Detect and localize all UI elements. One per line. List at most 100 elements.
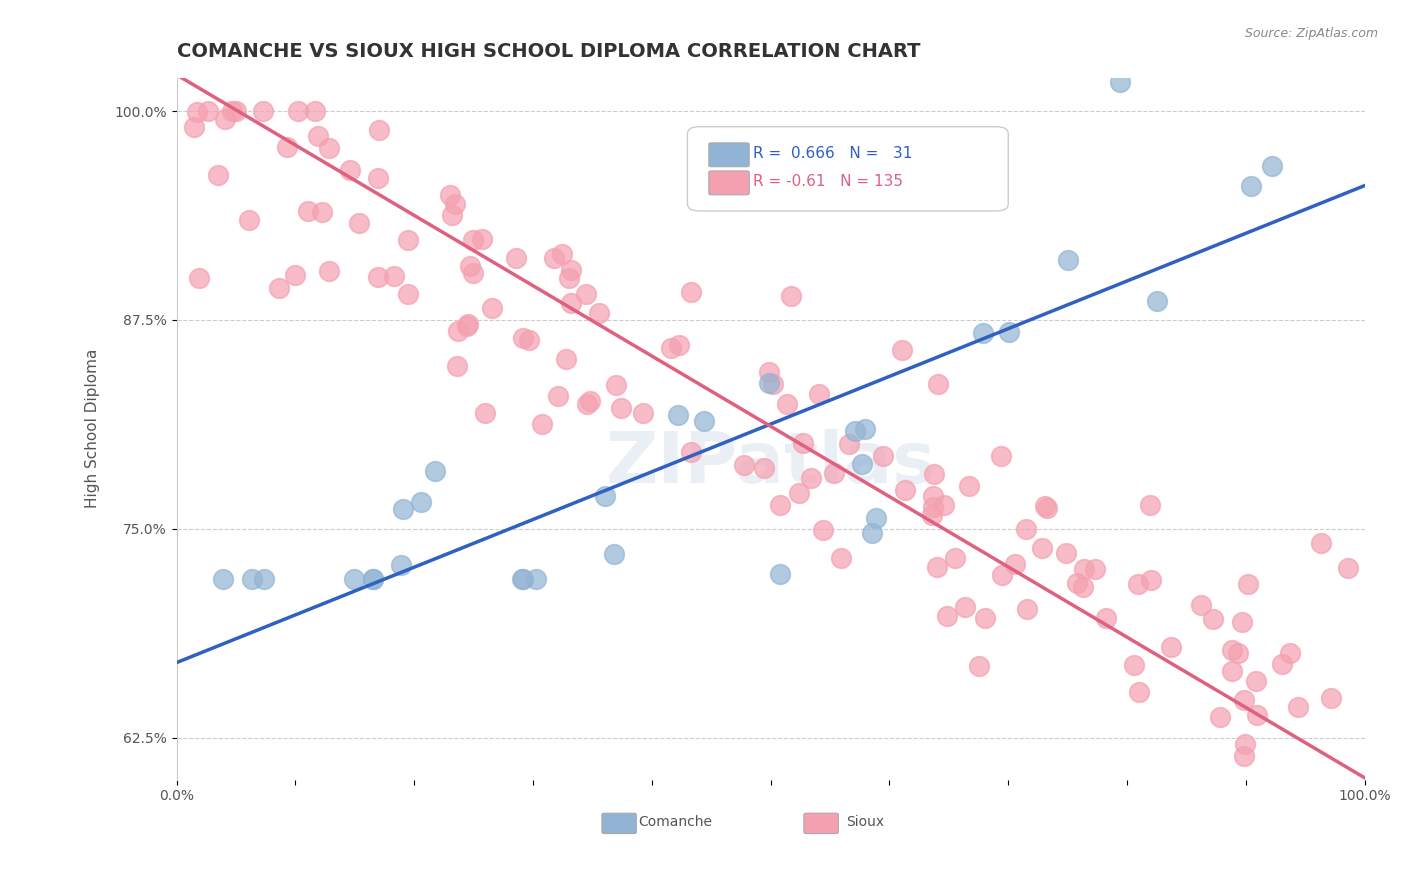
Point <box>318 141 340 155</box>
Point <box>1232 615 1254 629</box>
Point <box>1031 541 1053 555</box>
Point <box>471 232 494 246</box>
Point <box>967 658 990 673</box>
Point <box>865 511 887 525</box>
Point <box>1244 673 1267 688</box>
Point <box>1073 562 1095 576</box>
Point <box>287 103 309 118</box>
Point <box>792 436 814 450</box>
Point <box>1017 601 1039 615</box>
Point <box>456 318 478 333</box>
Point <box>512 331 534 345</box>
Point <box>787 486 810 500</box>
Point <box>382 268 405 283</box>
Point <box>779 289 801 303</box>
Point <box>186 105 208 120</box>
Text: R =  0.666   N =   31: R = 0.666 N = 31 <box>752 146 912 161</box>
Point <box>1209 710 1232 724</box>
Point <box>1128 685 1150 699</box>
FancyBboxPatch shape <box>709 143 749 167</box>
Point <box>769 566 792 581</box>
Point <box>276 140 298 154</box>
Point <box>1139 498 1161 512</box>
Point <box>922 500 945 514</box>
Point <box>207 168 229 182</box>
Point <box>605 377 627 392</box>
Point <box>551 246 574 260</box>
Point <box>936 609 959 624</box>
Point <box>1056 546 1078 560</box>
Y-axis label: High School Diploma: High School Diploma <box>86 349 100 508</box>
Point <box>972 326 994 341</box>
FancyBboxPatch shape <box>709 171 749 194</box>
Point <box>1233 749 1256 764</box>
Point <box>238 213 260 227</box>
Point <box>439 187 461 202</box>
Point <box>853 422 876 436</box>
Point <box>811 523 834 537</box>
Point <box>872 450 894 464</box>
Point <box>240 572 263 586</box>
Point <box>574 286 596 301</box>
Point <box>1189 598 1212 612</box>
Point <box>225 103 247 118</box>
Point <box>603 547 626 561</box>
Point <box>304 103 326 118</box>
Point <box>921 508 943 522</box>
Point <box>943 551 966 566</box>
Point <box>547 388 569 402</box>
Text: Source: ZipAtlas.com: Source: ZipAtlas.com <box>1244 27 1378 40</box>
Point <box>659 341 682 355</box>
Point <box>443 197 465 211</box>
Point <box>1004 557 1026 571</box>
Point <box>1279 646 1302 660</box>
Point <box>367 171 389 186</box>
Point <box>1122 658 1144 673</box>
Point <box>1337 560 1360 574</box>
Point <box>576 397 599 411</box>
Point <box>188 271 211 285</box>
Point <box>457 317 479 331</box>
Point <box>1246 708 1268 723</box>
Point <box>1109 75 1132 89</box>
Point <box>526 572 548 586</box>
Point <box>998 325 1021 339</box>
Point <box>409 494 432 508</box>
Point <box>252 103 274 118</box>
Point <box>823 466 845 480</box>
Point <box>925 560 948 574</box>
Point <box>990 450 1012 464</box>
Point <box>762 376 785 391</box>
Point <box>1220 642 1243 657</box>
Point <box>830 551 852 566</box>
Point <box>588 306 610 320</box>
Point <box>1139 573 1161 587</box>
Point <box>267 281 290 295</box>
Point <box>183 120 205 134</box>
Point <box>307 128 329 143</box>
Point <box>610 401 633 415</box>
Point <box>1033 499 1056 513</box>
Point <box>311 205 333 219</box>
Point <box>389 558 412 573</box>
Point <box>957 479 980 493</box>
Point <box>851 457 873 471</box>
Point <box>1094 611 1116 625</box>
Point <box>1202 612 1225 626</box>
Point <box>1084 562 1107 576</box>
Point <box>633 406 655 420</box>
Point <box>347 216 370 230</box>
Point <box>1160 640 1182 654</box>
Point <box>668 338 690 352</box>
Point <box>560 263 582 277</box>
FancyBboxPatch shape <box>602 814 637 833</box>
Point <box>461 266 484 280</box>
Point <box>284 268 307 282</box>
Point <box>543 251 565 265</box>
Point <box>212 572 235 586</box>
Point <box>560 295 582 310</box>
Point <box>253 572 276 586</box>
Point <box>510 572 533 586</box>
Point <box>800 470 823 484</box>
Point <box>578 394 600 409</box>
